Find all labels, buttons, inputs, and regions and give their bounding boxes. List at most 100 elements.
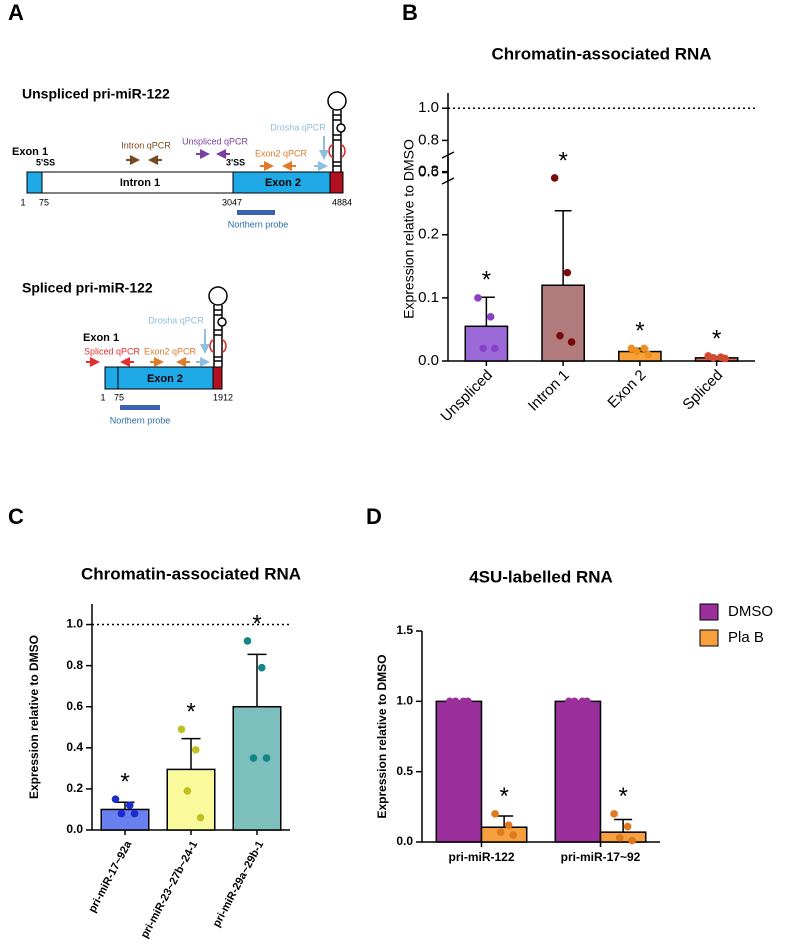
data-point bbox=[509, 831, 517, 839]
label: 3'SS bbox=[226, 157, 245, 167]
data-point bbox=[117, 809, 126, 818]
label: Exon 2 bbox=[147, 373, 183, 385]
data-point bbox=[570, 697, 579, 706]
x-tick-label: Unspliced bbox=[437, 367, 496, 426]
x-tick-label: pri-miR-29a~29b-1 bbox=[211, 839, 267, 929]
data-point bbox=[486, 313, 495, 321]
mirna bbox=[329, 171, 344, 194]
axis-break bbox=[441, 151, 455, 185]
label: Drosha qPCR bbox=[270, 122, 326, 132]
data-point bbox=[709, 354, 718, 362]
annotation: * bbox=[635, 318, 644, 345]
data-point bbox=[496, 828, 505, 836]
bar bbox=[166, 768, 216, 831]
annotation: * bbox=[252, 610, 261, 637]
x-tick-label: pri-miR-17~92 bbox=[561, 850, 641, 864]
position: 75 bbox=[39, 197, 49, 207]
bar bbox=[232, 705, 282, 831]
probe bbox=[237, 210, 275, 215]
data-point bbox=[721, 354, 729, 363]
y-tick-label: 0.2 bbox=[66, 781, 83, 795]
y-tick-label: 0.4 bbox=[66, 740, 83, 754]
label: Intron qPCR bbox=[121, 140, 171, 150]
annotation: * bbox=[120, 769, 129, 796]
unspliced-diagram: Unspliced pri-miR-122 Exon 1 5'SS 3'SS I… bbox=[12, 86, 352, 230]
annotation: * bbox=[499, 783, 508, 810]
primers bbox=[196, 329, 210, 367]
y-tick-label: 0.5 bbox=[396, 764, 413, 778]
label: Spliced qPCR bbox=[84, 346, 141, 356]
hairpin bbox=[208, 286, 228, 367]
label: Exon 1 bbox=[83, 332, 119, 344]
data-point bbox=[262, 754, 271, 762]
diagram-title: Unspliced pri-miR-122 bbox=[22, 86, 170, 102]
data-point bbox=[610, 810, 618, 818]
data-point bbox=[565, 697, 573, 706]
label: Exon2 qPCR bbox=[144, 346, 197, 356]
y-tick-label: 0.1 bbox=[418, 289, 439, 306]
y-tick-label: 0.6 bbox=[66, 699, 83, 713]
y-tick-label: 0.8 bbox=[418, 131, 439, 148]
label: Exon 1 bbox=[12, 146, 48, 158]
data-point bbox=[125, 801, 134, 810]
data-point bbox=[464, 697, 472, 706]
data-point bbox=[583, 697, 591, 706]
data-point bbox=[628, 836, 636, 845]
diagram-title: Spliced pri-miR-122 bbox=[22, 280, 153, 296]
annotation: * bbox=[712, 325, 721, 352]
data-point bbox=[550, 174, 559, 182]
position: 1 bbox=[100, 392, 105, 402]
bar bbox=[464, 325, 509, 362]
x-tick-label: Intron 1 bbox=[525, 367, 573, 415]
bar bbox=[480, 826, 528, 843]
data-point bbox=[491, 344, 499, 353]
spliced-diagram: Spliced pri-miR-122 Exon 1 Exon 2 1 75 1… bbox=[22, 280, 233, 426]
y-tick-label: 0.3 bbox=[418, 163, 439, 180]
x-tick-label: pri-miR-23~27b~24-1 bbox=[139, 839, 200, 940]
bar bbox=[435, 700, 483, 843]
data-point bbox=[474, 294, 482, 302]
y-tick-label: 1.5 bbox=[396, 623, 413, 637]
label: Exon2 qPCR bbox=[255, 148, 308, 158]
y-tick-label: 0.0 bbox=[396, 834, 413, 848]
exon bbox=[26, 171, 43, 194]
data-point bbox=[243, 637, 252, 645]
y-tick-label: 0.0 bbox=[66, 822, 83, 836]
y-axis-label: Expression relative to DMSO bbox=[27, 635, 41, 799]
y-axis-label: Expression relative to DMSO bbox=[401, 139, 417, 319]
data-point bbox=[183, 787, 192, 795]
panel-label: A bbox=[8, 0, 24, 25]
position: 1912 bbox=[213, 392, 233, 402]
data-point bbox=[177, 725, 186, 734]
data-point bbox=[491, 810, 499, 818]
label: Northern probe bbox=[110, 415, 171, 425]
annotation: * bbox=[482, 267, 491, 294]
panel-label: D bbox=[366, 504, 382, 529]
x-tick-label: pri-miR-122 bbox=[448, 850, 514, 864]
label: Northern probe bbox=[228, 219, 289, 229]
y-tick-label: 1.0 bbox=[396, 694, 413, 708]
data-point bbox=[191, 746, 200, 754]
bar bbox=[541, 284, 585, 362]
chart-title: Chromatin-associated RNA bbox=[81, 564, 301, 583]
y-tick-label: 1.0 bbox=[418, 99, 439, 116]
label: 5'SS bbox=[36, 157, 55, 167]
annotation: * bbox=[618, 783, 627, 810]
data-point bbox=[130, 809, 139, 818]
data-point bbox=[615, 833, 624, 842]
data-point bbox=[504, 821, 513, 829]
legend-label: DMSO bbox=[728, 603, 773, 620]
panel-label: C bbox=[8, 504, 24, 529]
data-point bbox=[644, 350, 653, 359]
data-point bbox=[257, 663, 266, 672]
legend-swatch bbox=[699, 629, 719, 647]
data-point bbox=[556, 331, 564, 340]
data-point bbox=[479, 344, 488, 353]
label: Exon 2 bbox=[265, 177, 301, 189]
position: 1 bbox=[20, 197, 25, 207]
x-tick-label: Exon 2 bbox=[604, 367, 649, 412]
bar bbox=[554, 700, 602, 843]
y-tick-label: 1.0 bbox=[66, 617, 83, 631]
position: 3047 bbox=[222, 197, 242, 207]
